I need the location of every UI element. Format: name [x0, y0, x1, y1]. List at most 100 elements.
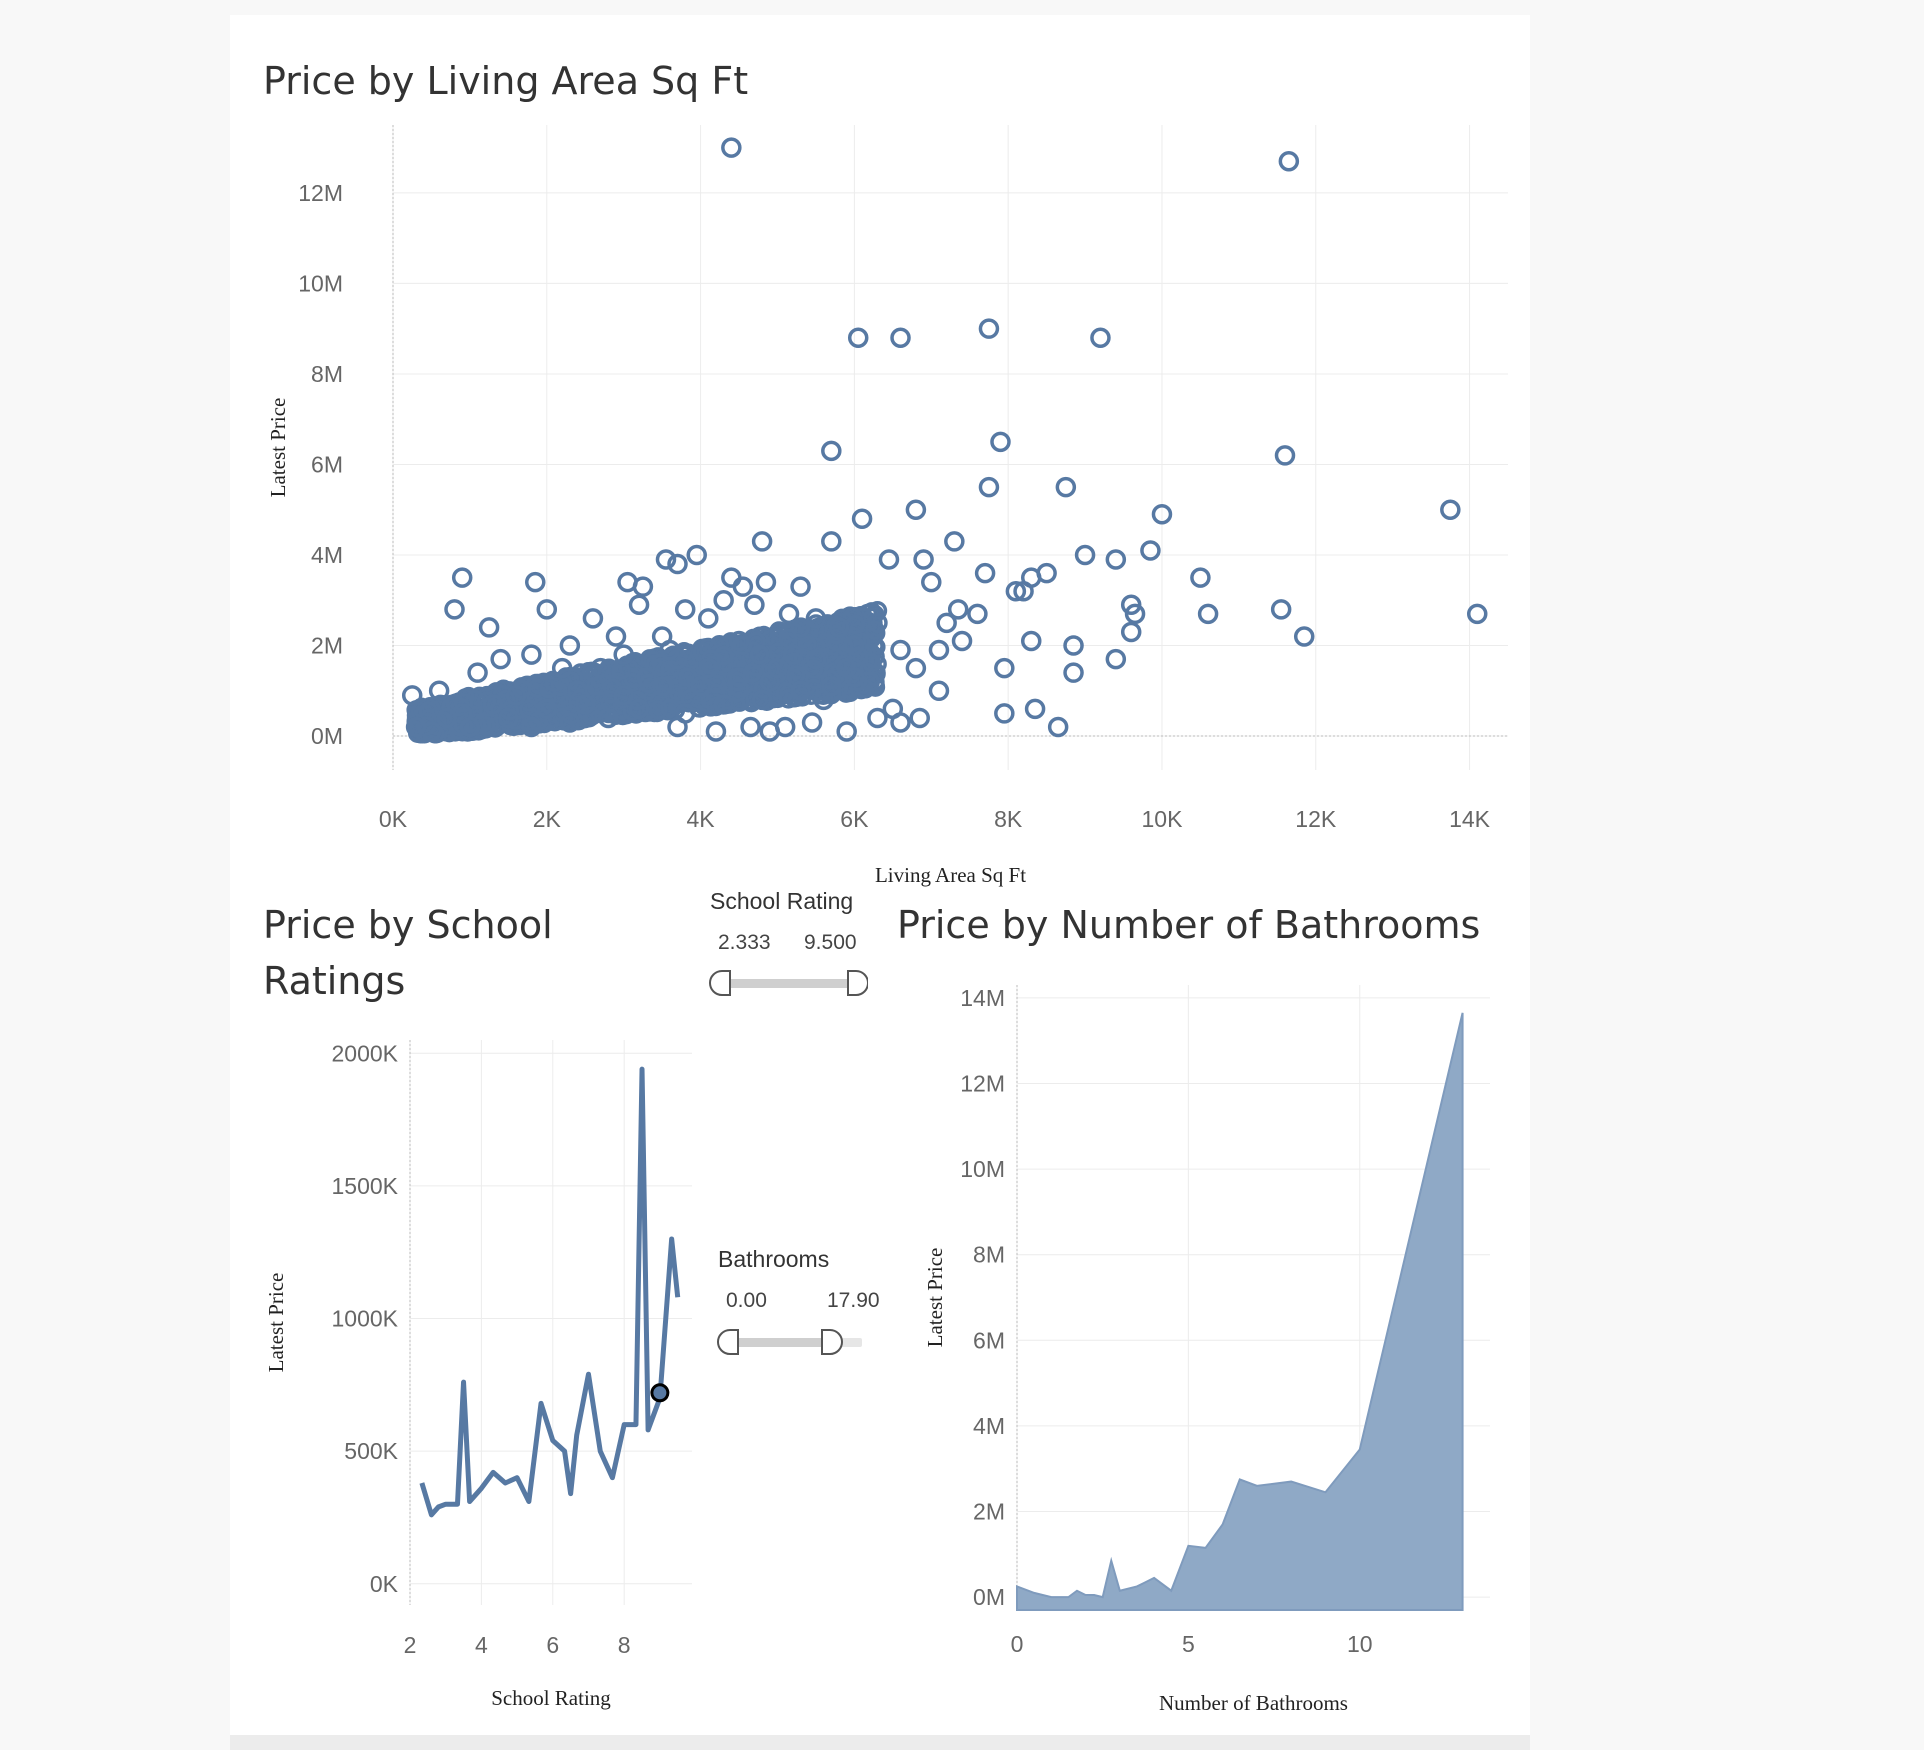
- scatter-point[interactable]: [721, 137, 742, 158]
- scatter-point[interactable]: [416, 716, 436, 736]
- scatter-point[interactable]: [525, 571, 546, 593]
- scatter-point[interactable]: [782, 644, 804, 665]
- scatter-point[interactable]: [867, 707, 888, 729]
- scatter-point[interactable]: [536, 698, 558, 720]
- scatter-point[interactable]: [732, 635, 753, 656]
- scatter-point[interactable]: [451, 567, 473, 588]
- scatter-point[interactable]: [498, 707, 519, 729]
- scatter-point[interactable]: [821, 676, 842, 697]
- scatter-point[interactable]: [890, 639, 911, 661]
- scatter-point[interactable]: [732, 576, 754, 597]
- school-rating-line-chart[interactable]: 2 4 6 8 0K 500K 1000K 1500K 2000K School Rating La…: [230, 1015, 710, 1715]
- scatter-point[interactable]: [632, 576, 654, 597]
- scatter-point[interactable]: [559, 712, 581, 733]
- scatter-point[interactable]: [709, 634, 730, 655]
- bathrooms-area-chart[interactable]: 0 5 10 0M 2M 4M 6M 8M 10M 12M 14M Number of Bathroo…: [890, 955, 1510, 1715]
- scatter-point[interactable]: [674, 599, 696, 620]
- scatter-point[interactable]: [909, 707, 930, 729]
- scatter-point[interactable]: [905, 657, 927, 679]
- scatter-point[interactable]: [467, 662, 488, 683]
- scatter-point[interactable]: [790, 618, 811, 638]
- scatter-point[interactable]: [1197, 603, 1219, 625]
- bathrooms-range-slider[interactable]: [716, 1322, 876, 1362]
- scatter-point[interactable]: [1190, 567, 1211, 588]
- scatter-point[interactable]: [598, 707, 619, 729]
- scatter-point[interactable]: [453, 692, 474, 713]
- scatter-point[interactable]: [652, 657, 672, 677]
- scatter-point[interactable]: [698, 608, 719, 629]
- scatter-point[interactable]: [767, 657, 788, 679]
- scatter-point[interactable]: [605, 626, 627, 647]
- school-rating-range-slider[interactable]: [708, 963, 868, 1003]
- scatter-point[interactable]: [1047, 716, 1069, 738]
- scatter-point[interactable]: [505, 685, 527, 706]
- scatter-point[interactable]: [490, 648, 511, 670]
- scatter-point[interactable]: [648, 700, 668, 720]
- scatter-point[interactable]: [582, 608, 604, 629]
- scatter-point[interactable]: [921, 571, 942, 593]
- scatter-point[interactable]: [994, 703, 1015, 724]
- scatter-point[interactable]: [651, 676, 673, 697]
- scatter-point[interactable]: [928, 639, 950, 661]
- scatter-point[interactable]: [713, 645, 734, 666]
- scatter-point[interactable]: [851, 508, 873, 530]
- scatter-point[interactable]: [1024, 698, 1046, 720]
- scatter-point[interactable]: [759, 721, 781, 742]
- scatter-point[interactable]: [551, 657, 573, 679]
- scatter-point[interactable]: [797, 635, 817, 655]
- scatter-point[interactable]: [574, 694, 596, 715]
- scatter-point[interactable]: [967, 603, 988, 625]
- scatter-point[interactable]: [700, 649, 721, 670]
- scatter-point[interactable]: [1105, 549, 1127, 570]
- scatter-point[interactable]: [659, 639, 681, 661]
- scatter-point[interactable]: [844, 666, 865, 688]
- scatter-point[interactable]: [1105, 648, 1127, 670]
- scatter-point[interactable]: [482, 694, 504, 715]
- scatter-point[interactable]: [805, 648, 827, 670]
- scatter-point[interactable]: [465, 689, 485, 710]
- scatter-point[interactable]: [821, 440, 842, 462]
- scatter-point[interactable]: [936, 612, 957, 634]
- scatter-point[interactable]: [994, 657, 1015, 679]
- scatter-point[interactable]: [686, 544, 707, 566]
- scatter-point[interactable]: [847, 327, 869, 348]
- scatter-point[interactable]: [1020, 630, 1042, 652]
- scatter-point[interactable]: [636, 666, 658, 688]
- scatter-point[interactable]: [436, 707, 458, 729]
- scatter-point[interactable]: [882, 698, 904, 720]
- scatter-point[interactable]: [1074, 544, 1096, 566]
- scatter-point[interactable]: [1274, 445, 1296, 466]
- scatter-point[interactable]: [590, 657, 611, 679]
- scatter-point[interactable]: [913, 549, 934, 570]
- scatter-point[interactable]: [905, 499, 927, 520]
- scatter-point[interactable]: [790, 576, 811, 597]
- scatter-point[interactable]: [890, 327, 911, 348]
- scatter-point[interactable]: [721, 567, 742, 588]
- scatter-point[interactable]: [713, 694, 734, 715]
- scatter-point[interactable]: [613, 644, 634, 665]
- scatter-point[interactable]: [974, 562, 996, 584]
- scatter-point[interactable]: [1293, 626, 1315, 647]
- scatter-point[interactable]: [478, 617, 500, 638]
- scatter-point[interactable]: [729, 678, 750, 698]
- scatter-point[interactable]: [1140, 540, 1161, 561]
- school-rating-max-handle[interactable]: [847, 970, 868, 996]
- scatter-point[interactable]: [1013, 580, 1034, 602]
- scatter-point[interactable]: [1270, 599, 1292, 620]
- scatter-point[interactable]: [521, 716, 542, 738]
- scatter-point[interactable]: [428, 680, 450, 702]
- scatter-point[interactable]: [559, 635, 581, 656]
- scatter-point[interactable]: [951, 630, 973, 652]
- scatter-point[interactable]: [628, 698, 650, 720]
- bathrooms-min-handle[interactable]: [717, 1329, 739, 1355]
- scatter-chart[interactable]: 0K 2K 4K 6K 8K 10K 12K 14K 0M 2M 4M 6M 8M 10M 12M Livin…: [230, 15, 1530, 895]
- scatter-point[interactable]: [613, 685, 634, 706]
- scatter-point[interactable]: [790, 680, 811, 702]
- school-rating-line[interactable]: [419, 1066, 681, 1518]
- scatter-point[interactable]: [667, 553, 688, 575]
- scatter-point[interactable]: [628, 594, 650, 616]
- scatter-point[interactable]: [674, 703, 696, 724]
- scatter-point[interactable]: [801, 712, 823, 733]
- scatter-point[interactable]: [512, 679, 532, 700]
- school-rating-min-handle[interactable]: [709, 970, 731, 996]
